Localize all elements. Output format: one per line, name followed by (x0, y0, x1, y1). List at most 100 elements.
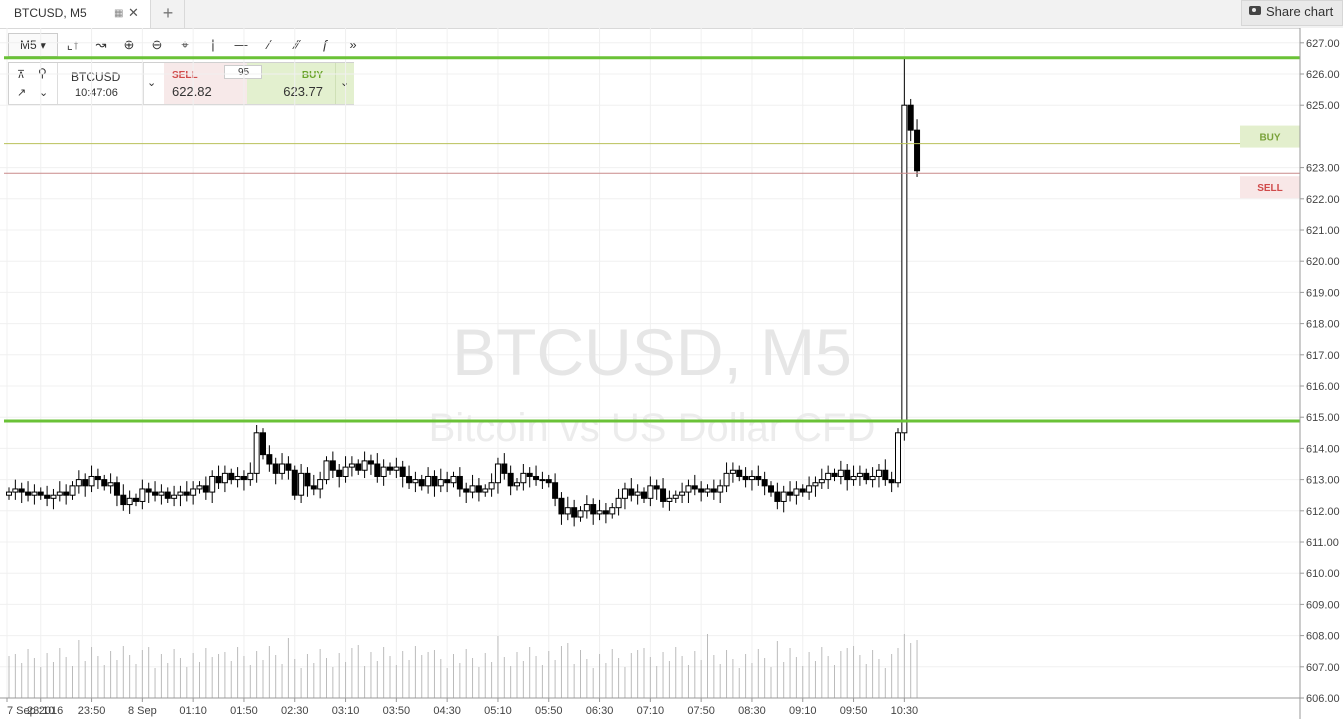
candle-body (571, 507, 578, 518)
candle-body (793, 488, 800, 496)
divider (57, 63, 58, 104)
candle-body (583, 504, 590, 512)
y-tick-label: 616.00 (1306, 381, 1340, 393)
tab-btcusd[interactable]: BTCUSD, M5 ▦ ✕ (0, 0, 151, 28)
function-icon[interactable]: ƒ (321, 37, 329, 52)
crosshair-axis-icon[interactable]: ⌞↑ (66, 37, 80, 52)
crosshair-icon[interactable]: ⌖ (181, 37, 189, 52)
y-tick-label: 618.00 (1306, 319, 1340, 331)
y-tick-label: 609.00 (1306, 599, 1340, 611)
y-tick-label: 617.00 (1306, 350, 1340, 362)
candle-body (75, 479, 82, 487)
x-tick-label: 10:30 (891, 705, 919, 717)
x-tick-label: 23:10 (27, 705, 55, 717)
candle-body (774, 491, 781, 502)
candle-body (456, 475, 463, 490)
order-options-button[interactable]: ⌄ (335, 63, 354, 104)
candle-body (139, 488, 146, 502)
candle-body (755, 475, 762, 481)
candle-body (221, 472, 228, 484)
price-zone (1240, 125, 1300, 148)
x-tick-label: 05:50 (535, 705, 563, 717)
more-tools-icon[interactable]: » (349, 37, 357, 52)
candle-body (260, 432, 266, 456)
candle-body (12, 488, 19, 493)
candle-body (272, 463, 279, 474)
trade-panel: ⊼ ⚲ ↗ ⌄ BTCUSD 10:47:06 ⌄ SELL 622.82 BU… (8, 62, 354, 105)
share-chart-label: Share chart (1266, 4, 1334, 19)
candle-body (253, 432, 260, 474)
volume-bars (8, 634, 918, 698)
y-tick-label: 613.00 (1306, 475, 1340, 487)
candle-body (907, 104, 914, 131)
zoom-out-icon[interactable]: ⊖ (151, 37, 163, 52)
x-tick-label: 02:30 (281, 705, 309, 717)
candle-body (507, 472, 514, 487)
candle-body (69, 485, 76, 496)
vertical-line-icon[interactable]: | (211, 37, 215, 52)
candle-body (164, 491, 171, 499)
candle-body (514, 482, 520, 487)
candle-body (577, 510, 584, 518)
candle-body (431, 475, 438, 487)
candle-body (126, 497, 133, 506)
x-tick-label: 03:50 (383, 705, 411, 717)
collapse-icon[interactable]: ⊼ (17, 69, 26, 81)
candle-body (691, 485, 698, 490)
candle-body (209, 475, 216, 493)
y-tick-label: 607.00 (1306, 662, 1340, 674)
x-tick-label: 09:50 (840, 705, 868, 717)
candle-body (710, 488, 717, 493)
candle-body (609, 507, 616, 515)
x-tick-label: 7 Sep 2016 (7, 705, 63, 717)
candle-body (863, 472, 870, 481)
share-chart-button[interactable]: Share chart (1241, 0, 1343, 26)
chevron-down-icon[interactable]: ⌄ (147, 77, 157, 89)
grid-icon[interactable]: ▦ (114, 8, 124, 19)
external-link-icon[interactable]: ↗ (17, 87, 27, 99)
candle-body (44, 494, 51, 499)
candle-body (488, 482, 495, 490)
candle-body (50, 494, 57, 499)
search-icon[interactable]: ⚲ (38, 66, 47, 80)
candle-body (901, 104, 908, 434)
candle-body (31, 491, 38, 496)
candle-body (564, 507, 571, 515)
candle-body (463, 488, 470, 493)
candle-body (526, 472, 533, 477)
candle-body (145, 488, 152, 493)
channel-icon[interactable]: ⁄⁄ (294, 37, 300, 52)
y-tick-label: 622.00 (1306, 194, 1340, 206)
indicators-icon[interactable]: ↝ (95, 37, 107, 52)
candle-body (768, 485, 774, 493)
candle-body (63, 491, 70, 496)
add-tab-button[interactable]: + (152, 0, 185, 28)
close-icon[interactable]: ✕ (128, 5, 139, 20)
candle-body (552, 482, 559, 499)
candle-body (317, 479, 324, 490)
chevron-down-icon[interactable]: ⌄ (39, 87, 49, 99)
candle-body (355, 463, 362, 471)
candle-body (717, 485, 724, 493)
candle-body (837, 469, 844, 477)
buy-button[interactable]: BUY 623.77 (247, 63, 335, 104)
candle-body (558, 497, 565, 515)
candle-body (177, 491, 184, 496)
candle-body (596, 510, 603, 515)
candle-body (380, 466, 387, 477)
timeframe-select[interactable]: M5 ▾ (8, 33, 58, 57)
y-tick-label: 610.00 (1306, 568, 1340, 580)
candle-body (895, 432, 901, 484)
candle-body (450, 475, 457, 484)
x-tick-label: 23:50 (78, 705, 106, 717)
price-chart[interactable]: BTCUSD, M5 Bitcoin vs US Dollar CFD 626.… (0, 28, 1343, 719)
candle-body (647, 485, 654, 499)
candle-body (672, 494, 679, 499)
candle-body (247, 472, 254, 481)
candle-body (266, 454, 273, 465)
candle-body (425, 475, 432, 487)
trend-line-icon[interactable]: ∕ (267, 37, 271, 52)
zoom-in-icon[interactable]: ⊕ (123, 37, 135, 52)
candle-body (107, 482, 114, 487)
candle-body (539, 479, 546, 482)
